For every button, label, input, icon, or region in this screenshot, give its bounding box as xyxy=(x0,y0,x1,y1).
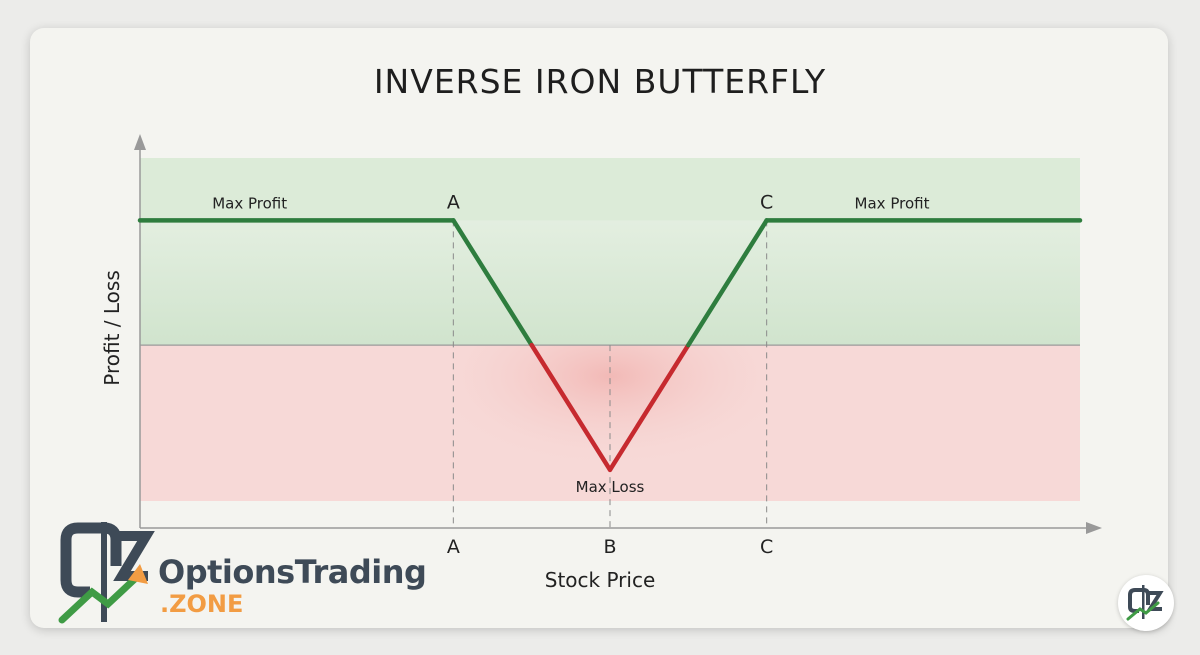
annotation-max-loss: Max Loss xyxy=(576,478,645,496)
logo-text-main: OptionsTrading xyxy=(158,553,427,591)
annotation-max-profit: Max Profit xyxy=(212,194,287,212)
x-tick-label-B: B xyxy=(603,536,616,558)
payoff-segment-loss xyxy=(607,342,691,473)
y-axis-label: Profit / Loss xyxy=(100,270,124,386)
annotation-a: A xyxy=(447,191,460,213)
payoff-segment-loss xyxy=(529,342,613,473)
payoff-segment-profit xyxy=(451,218,534,348)
y-axis-arrow xyxy=(134,134,146,150)
logo-text-sub: .ZONE xyxy=(160,590,244,618)
x-axis-arrow xyxy=(1086,522,1102,534)
logo-badge xyxy=(1118,575,1174,631)
x-tick-label-C: C xyxy=(760,536,773,558)
x-axis-label: Stock Price xyxy=(544,568,656,592)
annotation-c: C xyxy=(760,191,773,213)
x-tick-label-A: A xyxy=(447,536,460,558)
profit-zone-shade xyxy=(140,220,1080,346)
chart-title: INVERSE IRON BUTTERFLY xyxy=(373,62,827,101)
annotation-max-profit: Max Profit xyxy=(855,194,930,212)
options-trading-zone-badge-icon xyxy=(1126,585,1164,621)
payoff-segment-profit xyxy=(686,218,769,348)
options-trading-zone-logo-icon xyxy=(58,522,155,624)
